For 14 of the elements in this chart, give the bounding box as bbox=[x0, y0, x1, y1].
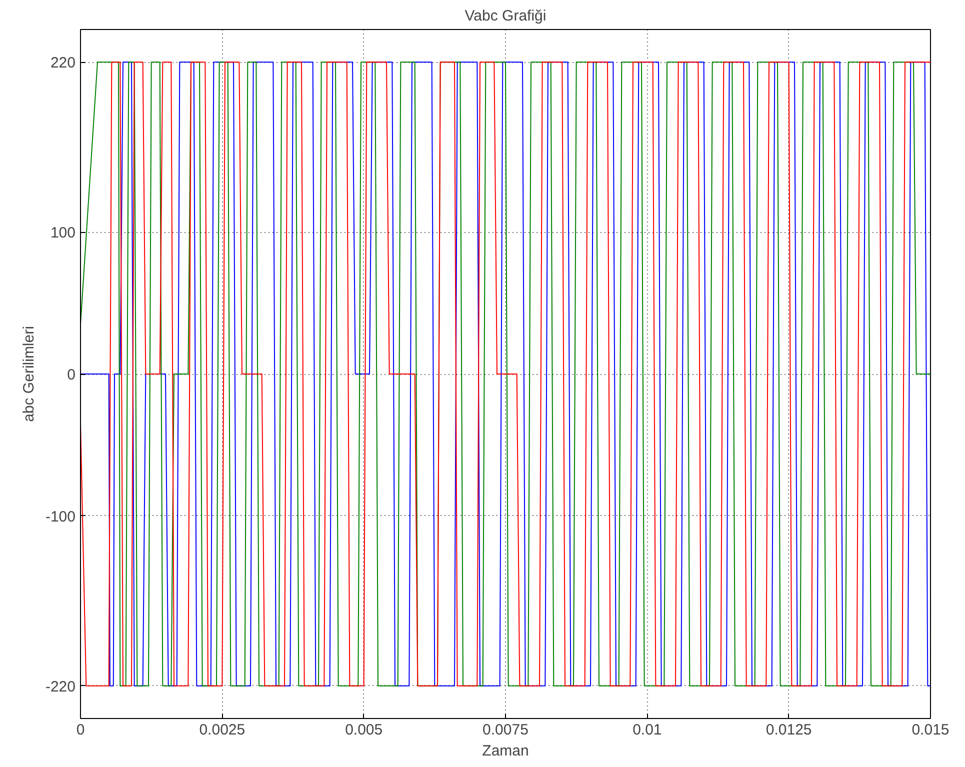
y-tick-label: 0 bbox=[67, 366, 76, 384]
x-tick-label: 0.0125 bbox=[766, 722, 812, 738]
y-tick-label: 220 bbox=[50, 54, 76, 72]
x-tick-label: 0.005 bbox=[345, 722, 383, 738]
x-tick-label: 0.01 bbox=[632, 722, 662, 738]
x-axis-title: Zaman bbox=[482, 742, 529, 760]
x-tick-label: 0.0075 bbox=[482, 722, 528, 738]
chart-title: Vabc Grafiği bbox=[464, 8, 546, 24]
y-tick-label: -220 bbox=[45, 678, 76, 696]
y-axis-title: abc Gerilimleri bbox=[20, 326, 38, 422]
y-tick-label: 100 bbox=[50, 224, 76, 242]
x-tick-label: 0.015 bbox=[912, 722, 950, 738]
x-tick-label: 0.0025 bbox=[199, 722, 246, 738]
y-tick-label: -100 bbox=[45, 508, 76, 526]
